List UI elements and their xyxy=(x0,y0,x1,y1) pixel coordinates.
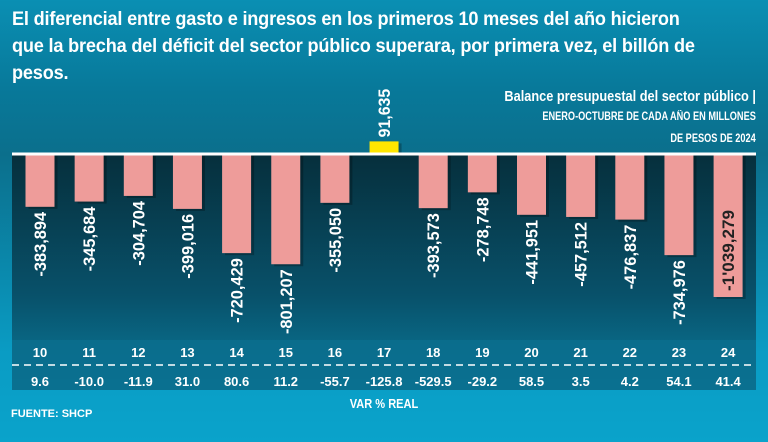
value-label: -278,748 xyxy=(473,197,492,262)
value-label: -393,573 xyxy=(424,213,443,278)
value-label: -1'039,279 xyxy=(719,210,738,291)
source-note: FUENTE: SHCP xyxy=(11,408,93,420)
year-tick-label: 10 xyxy=(33,345,47,360)
bar-18 xyxy=(418,154,448,209)
var-real-value: -125.8 xyxy=(366,374,403,389)
headline: El diferencial entre gasto e ingresos en… xyxy=(12,8,695,84)
chart-note-line2: DE PESOS DE 2024 xyxy=(670,133,756,145)
var-real-label: VAR % REAL xyxy=(349,396,419,411)
year-tick-label: 13 xyxy=(180,345,194,360)
year-tick-label: 23 xyxy=(672,345,686,360)
value-label: -734,976 xyxy=(670,260,689,325)
bar-21 xyxy=(566,154,596,217)
var-real-value: 80.6 xyxy=(224,374,249,389)
bar-22 xyxy=(615,154,645,220)
var-real-value: -29.2 xyxy=(468,374,498,389)
value-label: -801,207 xyxy=(277,269,296,334)
value-label: -345,684 xyxy=(80,206,99,271)
year-tick-label: 12 xyxy=(131,345,145,360)
var-real-value: 9.6 xyxy=(31,374,49,389)
bar-10 xyxy=(25,154,55,207)
bar-11 xyxy=(74,154,104,202)
var-real-value: 54.1 xyxy=(666,374,691,389)
var-real-value: -10.0 xyxy=(74,374,104,389)
bar-15 xyxy=(271,154,301,265)
var-real-value: 4.2 xyxy=(621,374,639,389)
value-label: -720,429 xyxy=(228,258,247,323)
var-real-value: 31.0 xyxy=(175,374,200,389)
bar-23 xyxy=(664,154,694,256)
var-real-value: 3.5 xyxy=(572,374,590,389)
bar-17 xyxy=(369,141,399,154)
year-tick-label: 24 xyxy=(721,345,736,360)
year-tick-label: 18 xyxy=(426,345,440,360)
value-label: 91,635 xyxy=(375,89,394,138)
year-tick-label: 21 xyxy=(573,345,587,360)
year-tick-label: 19 xyxy=(475,345,489,360)
year-tick-label: 16 xyxy=(328,345,342,360)
chart-note-line1: ENERO-OCTUBRE DE CADA AÑO EN MILLONES xyxy=(542,111,756,123)
year-tick-label: 20 xyxy=(524,345,538,360)
year-tick-label: 11 xyxy=(82,345,96,360)
value-label: -304,704 xyxy=(129,200,148,265)
var-real-value: 11.2 xyxy=(273,374,298,389)
chart-title: Balance presupuestal del sector público … xyxy=(504,88,756,105)
value-label: -399,016 xyxy=(178,214,197,279)
bar-19 xyxy=(467,154,497,193)
value-label: -441,951 xyxy=(523,220,542,285)
var-real-value: 58.5 xyxy=(519,374,544,389)
year-tick-label: 14 xyxy=(229,345,244,360)
value-label: -383,894 xyxy=(31,211,50,276)
var-real-value: -529.5 xyxy=(415,374,452,389)
bar-12 xyxy=(123,154,153,196)
bar-16 xyxy=(320,154,350,203)
value-label: -355,050 xyxy=(326,208,345,273)
bar-13 xyxy=(172,154,202,209)
year-tick-label: 15 xyxy=(279,345,293,360)
year-tick-label: 17 xyxy=(377,345,391,360)
value-label: -457,512 xyxy=(572,222,591,287)
var-real-value: -11.9 xyxy=(124,374,153,389)
var-real-value: 41.4 xyxy=(715,374,741,389)
bar-20 xyxy=(517,154,546,215)
bar-24 xyxy=(713,154,743,297)
value-label: -476,837 xyxy=(621,225,640,290)
bar-14 xyxy=(222,154,252,254)
year-tick-label: 22 xyxy=(623,345,637,360)
var-real-value: -55.7 xyxy=(320,374,350,389)
